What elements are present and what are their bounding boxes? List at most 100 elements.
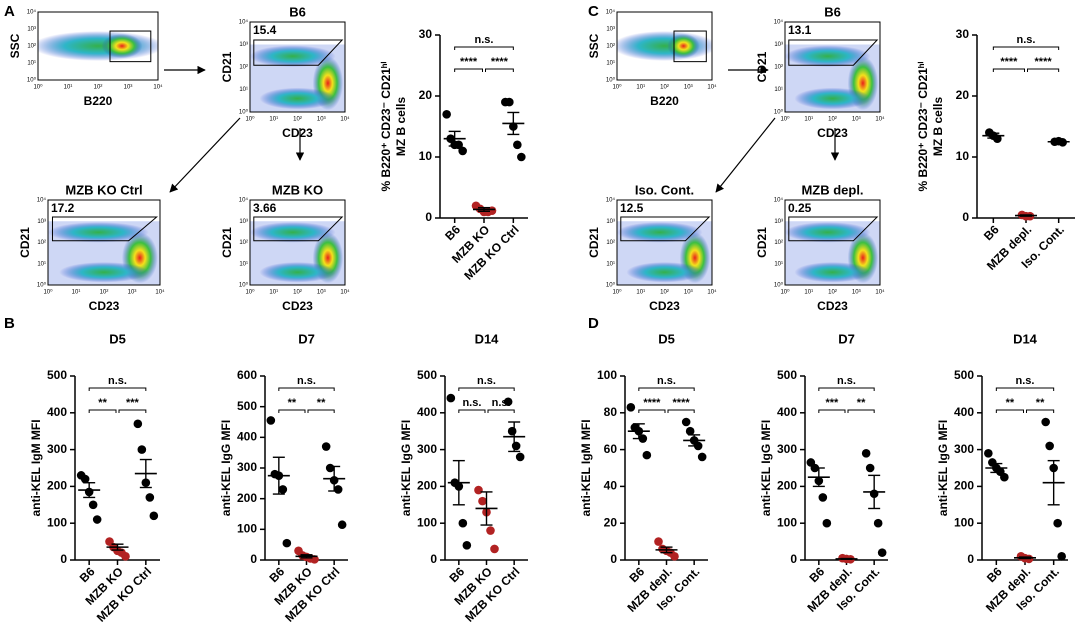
flow-x-tick-label: 10³ xyxy=(128,290,137,296)
flow-y-tick-label: 10² xyxy=(239,65,248,71)
significance-label: n.s. xyxy=(477,375,496,387)
y-axis-label: MZ B cells xyxy=(931,97,945,157)
y-tick-label: 100 xyxy=(47,515,67,529)
data-point xyxy=(282,538,292,548)
y-tick-label: 500 xyxy=(954,368,974,382)
data-point xyxy=(462,540,472,550)
y-tick-label: 0 xyxy=(967,552,974,566)
data-point xyxy=(446,393,456,403)
flow-frame xyxy=(784,21,881,113)
flow-y-tick-label: 10¹ xyxy=(606,261,615,267)
flow-x-tick-label: 10⁴ xyxy=(875,116,885,123)
gate-value: 13.1 xyxy=(788,23,812,37)
flow-y-label: CD21 xyxy=(220,51,234,82)
flow-y-tick-label: 10³ xyxy=(606,27,615,33)
y-tick-label: 80 xyxy=(604,405,618,419)
y-tick-label: 200 xyxy=(417,479,437,493)
y-tick-label: 20 xyxy=(604,515,618,529)
significance-label: **** xyxy=(643,397,661,409)
flow-y-tick-label: 10² xyxy=(606,240,615,246)
data-point xyxy=(486,526,495,535)
flow-y-tick-label: 10² xyxy=(774,65,783,71)
chart-title: D7 xyxy=(838,331,855,346)
flow-title: MZB depl. xyxy=(801,182,863,197)
y-axis-label: anti-KEL IgM MFI xyxy=(29,419,43,516)
x-tick-label: B6 xyxy=(266,564,287,585)
data-point xyxy=(137,445,147,454)
flow-y-tick-label: 10⁴ xyxy=(239,197,249,204)
data-point xyxy=(861,448,871,458)
data-point xyxy=(88,500,98,510)
significance-label: n.s. xyxy=(1017,34,1036,46)
x-tick-label: B6 xyxy=(626,564,647,585)
y-tick-label: 400 xyxy=(417,405,437,419)
gate xyxy=(788,216,879,242)
flow-y-tick-label: 10⁴ xyxy=(774,19,784,26)
flow-y-label: CD21 xyxy=(755,51,769,82)
flow-x-tick-label: 10³ xyxy=(317,290,326,296)
flow-x-tick-label: 10⁰ xyxy=(612,289,622,296)
density-band xyxy=(38,31,158,61)
chart-title: D7 xyxy=(298,331,315,346)
flow-y-tick-label: 10⁰ xyxy=(774,109,784,116)
y-axis-label: % B220⁺ CD23⁻ CD21ʰⁱ xyxy=(379,62,393,192)
density-low xyxy=(626,262,703,283)
y-tick-label: 0 xyxy=(60,552,67,566)
flow-x-tick-label: 10¹ xyxy=(269,117,278,123)
flow-x-tick-label: 10⁴ xyxy=(707,289,717,296)
y-tick-label: 400 xyxy=(47,405,67,419)
arrows xyxy=(164,65,840,193)
y-tick-label: 200 xyxy=(954,479,974,493)
flow-title: B6 xyxy=(824,4,841,19)
y-tick-label: 100 xyxy=(777,515,797,529)
y-tick-label: 100 xyxy=(237,522,257,536)
significance-label: n.s. xyxy=(1016,375,1035,387)
significance-bracket xyxy=(487,409,515,413)
flow-x-tick-label: 10² xyxy=(660,290,669,296)
x-tick-label: B6 xyxy=(806,564,827,585)
y-tick-label: 300 xyxy=(777,442,797,456)
density xyxy=(785,22,880,112)
flow-y-tick-label: 10¹ xyxy=(239,261,248,267)
flow-y-tick-label: 10² xyxy=(37,240,46,246)
flow-x-tick-label: 10⁴ xyxy=(153,84,163,91)
significance-label: ** xyxy=(317,397,326,409)
data-point xyxy=(503,397,513,407)
significance-label: *** xyxy=(126,397,140,409)
flow-frame xyxy=(249,21,346,113)
significance-bracket xyxy=(278,409,306,413)
significance-bracket xyxy=(818,409,846,413)
flow-x-label: B220 xyxy=(650,94,679,108)
flow-frame xyxy=(37,11,159,81)
significance-label: **** xyxy=(1035,56,1053,68)
y-axis-label: anti-KEL IgG MFI xyxy=(219,420,233,516)
significance-bracket xyxy=(458,387,515,391)
significance-bracket xyxy=(638,387,695,391)
data-point xyxy=(133,419,143,429)
data-point xyxy=(266,416,276,425)
gate xyxy=(620,216,711,242)
flow-x-tick-label: 10² xyxy=(94,85,103,91)
flow-y-tick-label: 10² xyxy=(239,240,248,246)
flow-title: Iso. Cont. xyxy=(635,182,694,197)
y-tick-label: 20 xyxy=(956,88,970,102)
flow-x-tick-label: 10⁰ xyxy=(612,84,622,91)
data-point xyxy=(121,552,130,561)
density-mz xyxy=(617,222,703,243)
flow-y-tick-label: 10³ xyxy=(37,219,46,225)
data-point xyxy=(442,110,451,119)
significance-bracket xyxy=(818,387,875,391)
flow-y-tick-label: 10⁴ xyxy=(774,197,784,204)
significance-bracket xyxy=(992,68,1025,72)
data-point xyxy=(507,426,517,436)
flow-x-tick-label: 10² xyxy=(293,117,302,123)
flow-x-tick-label: 10³ xyxy=(852,117,861,123)
x-tick-label: B6 xyxy=(77,564,98,585)
flow-x-tick-label: 10² xyxy=(293,290,302,296)
flow-x-tick-label: 10⁰ xyxy=(33,84,43,91)
gate-value: 17.2 xyxy=(51,201,75,215)
flow-y-tick-label: 10¹ xyxy=(27,61,36,67)
